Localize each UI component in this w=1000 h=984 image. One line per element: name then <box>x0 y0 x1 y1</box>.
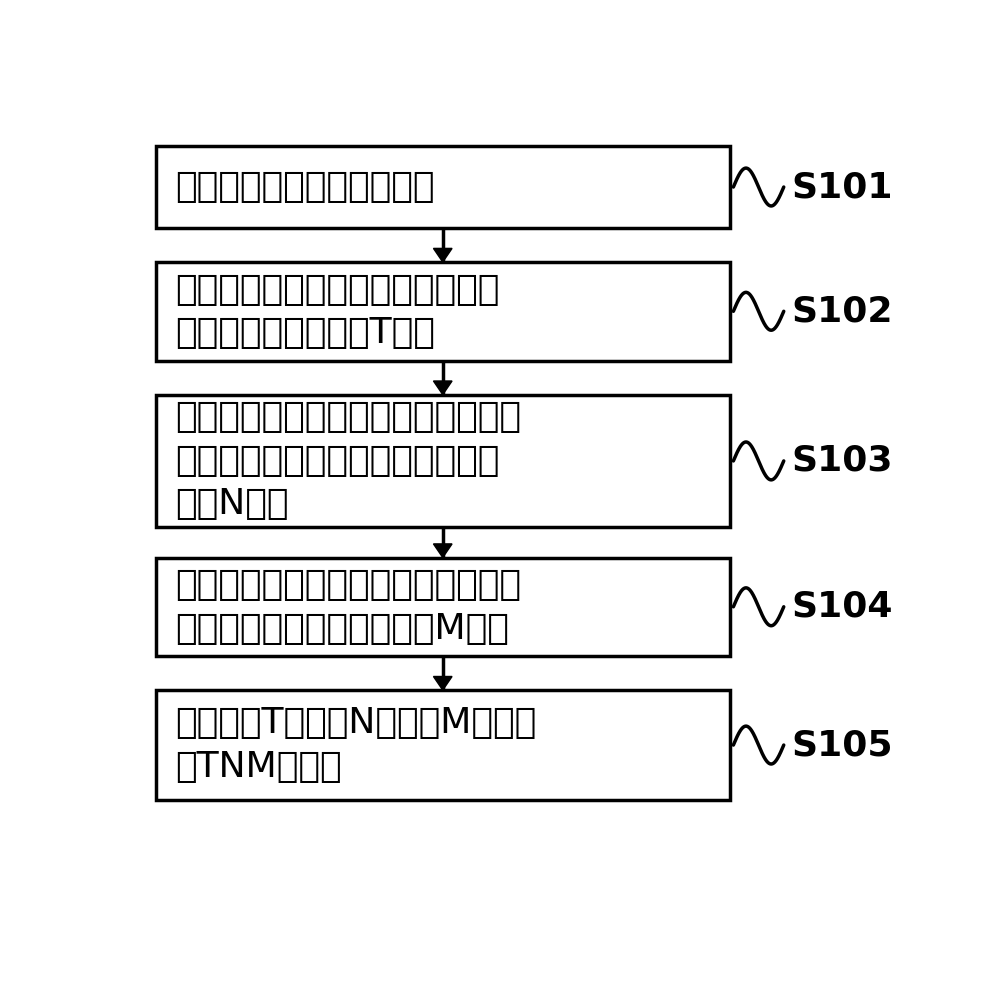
Text: S105: S105 <box>792 728 893 762</box>
Text: 获取所述目标结节的长短径，至少
基于所述长短径生成T分期: 获取所述目标结节的长短径，至少 基于所述长短径生成T分期 <box>175 273 500 350</box>
Polygon shape <box>433 676 452 690</box>
Polygon shape <box>433 544 452 558</box>
Text: S101: S101 <box>792 170 893 204</box>
Polygon shape <box>433 248 452 262</box>
FancyBboxPatch shape <box>156 690 730 800</box>
Text: S103: S103 <box>792 444 893 478</box>
Text: 识别所述医学影像中的异常淤巴结，
并通过判断异常淤巴结是否有转移
生成N分期: 识别所述医学影像中的异常淤巴结， 并通过判断异常淤巴结是否有转移 生成N分期 <box>175 400 521 522</box>
Text: 获取所述目标结节是否有远处转移，
并根据是否有远处转移生成M分期: 获取所述目标结节是否有远处转移， 并根据是否有远处转移生成M分期 <box>175 568 521 646</box>
Text: S102: S102 <box>792 294 893 329</box>
FancyBboxPatch shape <box>156 146 730 228</box>
FancyBboxPatch shape <box>156 262 730 360</box>
FancyBboxPatch shape <box>156 395 730 527</box>
FancyBboxPatch shape <box>156 558 730 656</box>
Text: S104: S104 <box>792 589 893 624</box>
Polygon shape <box>433 381 452 395</box>
Text: 根据所述T分期、N分期和M分期生
成TNM分期。: 根据所述T分期、N分期和M分期生 成TNM分期。 <box>175 707 537 784</box>
Text: 识别医学影像中的目标结节: 识别医学影像中的目标结节 <box>175 170 435 204</box>
